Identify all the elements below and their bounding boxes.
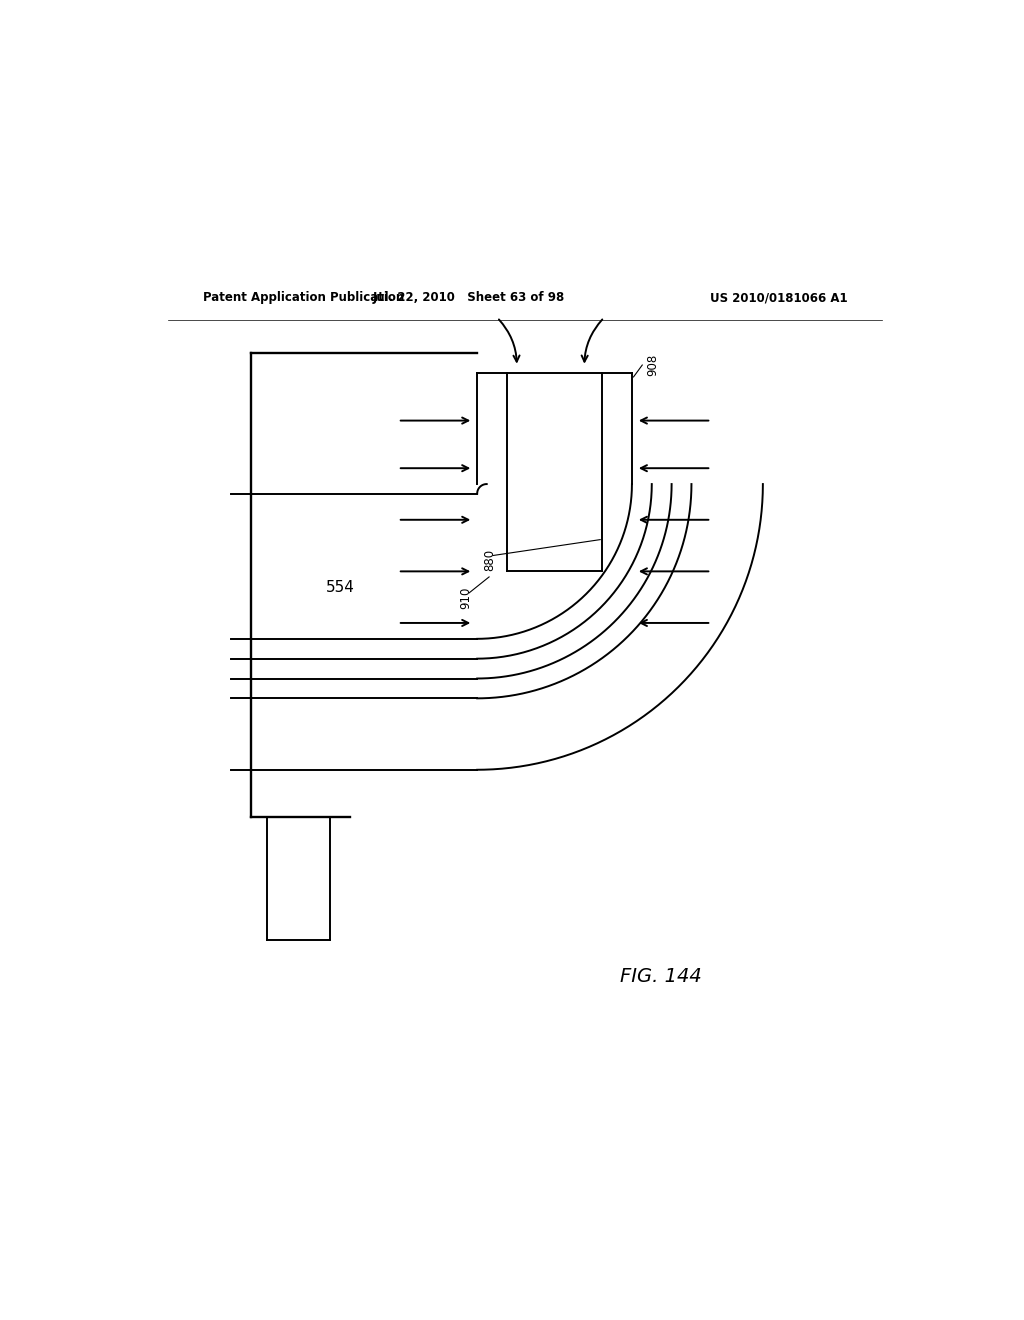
Text: 554: 554	[327, 579, 355, 595]
Text: FIG. 144: FIG. 144	[620, 966, 701, 986]
Text: US 2010/0181066 A1: US 2010/0181066 A1	[710, 292, 848, 304]
Text: Patent Application Publication: Patent Application Publication	[204, 292, 404, 304]
Text: Jul. 22, 2010   Sheet 63 of 98: Jul. 22, 2010 Sheet 63 of 98	[373, 292, 565, 304]
Text: 880: 880	[483, 549, 497, 572]
Text: 908: 908	[646, 354, 659, 376]
Text: 910: 910	[460, 586, 473, 609]
